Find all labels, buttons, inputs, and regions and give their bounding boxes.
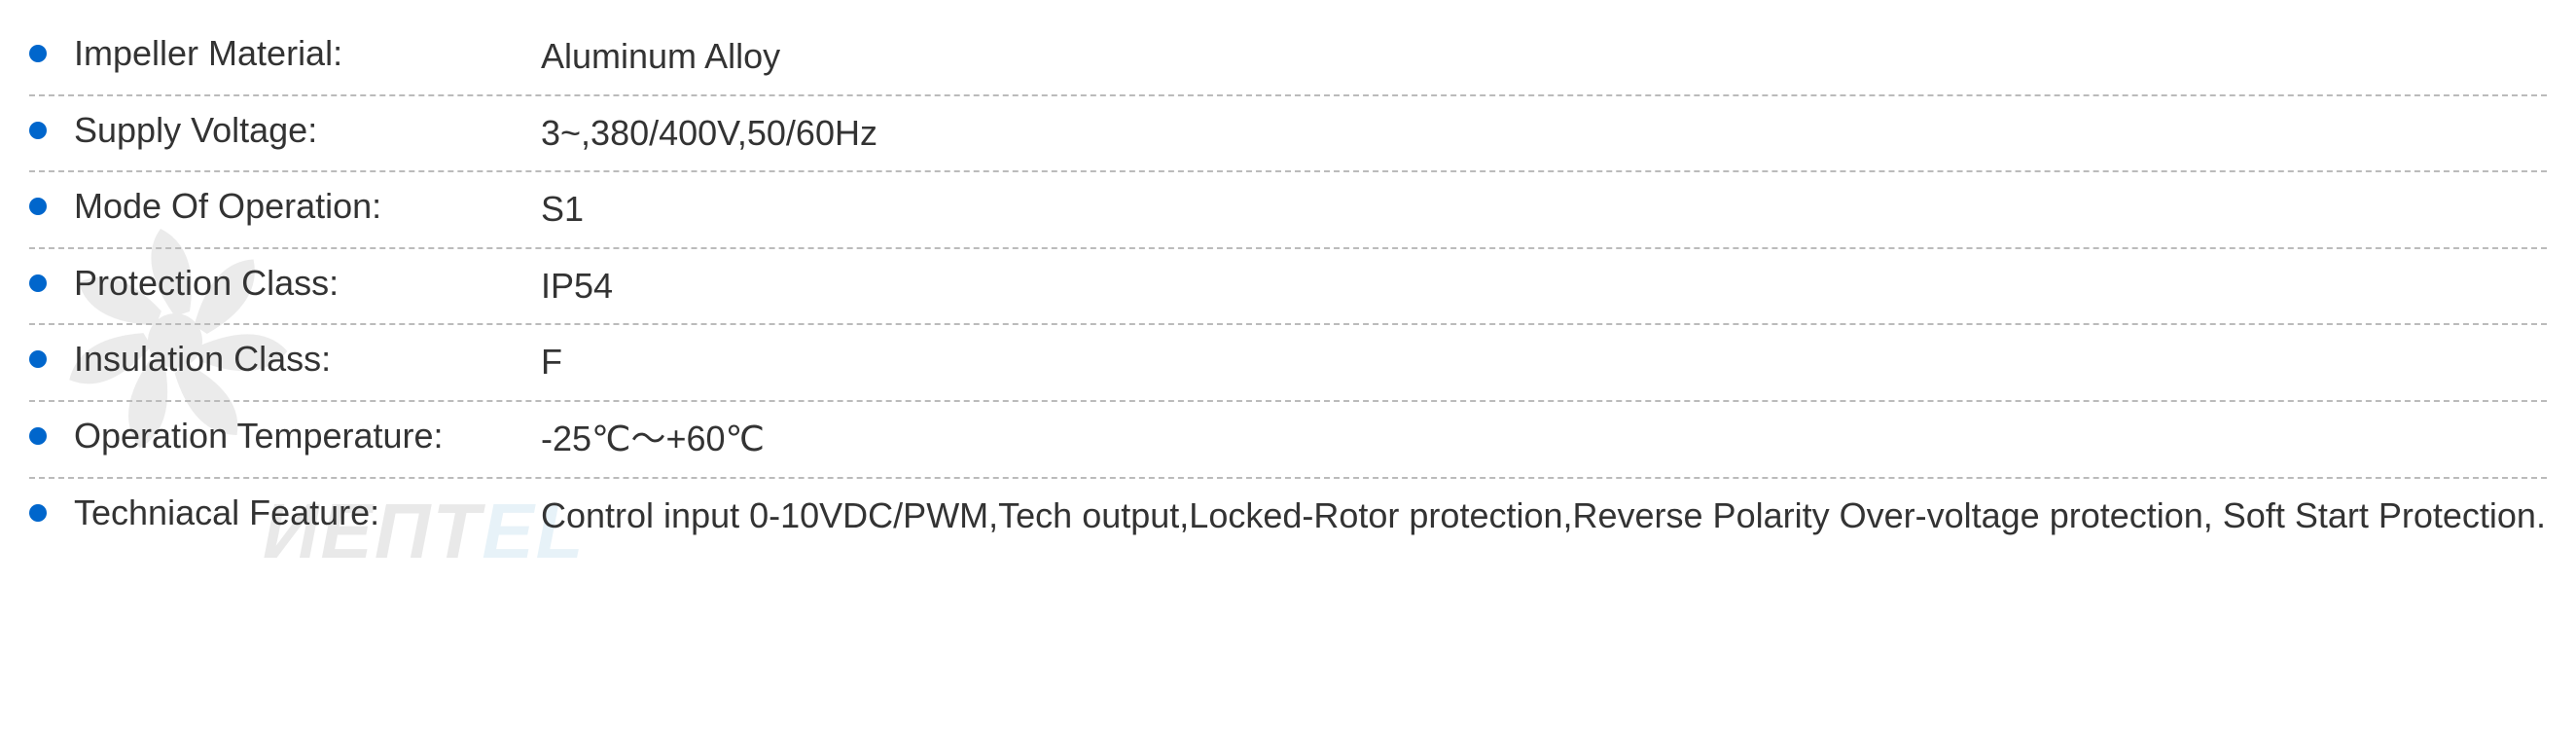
bullet-icon: [29, 122, 47, 139]
spec-list: Impeller Material: Aluminum Alloy Supply…: [29, 19, 2547, 553]
bullet-icon: [29, 427, 47, 445]
spec-row: Supply Voltage: 3~,380/400V,50/60Hz: [29, 96, 2547, 173]
spec-label: Techniacal Feature:: [74, 493, 541, 533]
spec-label: Operation Temperature:: [74, 416, 541, 456]
spec-row: Mode Of Operation: S1: [29, 172, 2547, 249]
spec-label: Mode Of Operation:: [74, 186, 541, 227]
spec-value: Aluminum Alloy: [541, 33, 2547, 81]
spec-value: Control input 0-10VDC/PWM,Tech output,Lo…: [541, 493, 2547, 540]
spec-label: Impeller Material:: [74, 33, 541, 74]
spec-label: Insulation Class:: [74, 339, 541, 380]
spec-value: 3~,380/400V,50/60Hz: [541, 110, 2547, 158]
spec-row: Operation Temperature: -25℃～+60℃: [29, 402, 2547, 479]
spec-row: Insulation Class: F: [29, 325, 2547, 402]
bullet-icon: [29, 504, 47, 522]
bullet-icon: [29, 45, 47, 62]
spec-label: Supply Voltage:: [74, 110, 541, 151]
spec-value: F: [541, 339, 2547, 386]
spec-value: -25℃～+60℃: [541, 416, 2547, 463]
spec-row: Impeller Material: Aluminum Alloy: [29, 19, 2547, 96]
bullet-icon: [29, 350, 47, 368]
spec-value: IP54: [541, 263, 2547, 310]
spec-value: S1: [541, 186, 2547, 234]
bullet-icon: [29, 274, 47, 292]
bullet-icon: [29, 198, 47, 215]
spec-row: Protection Class: IP54: [29, 249, 2547, 326]
spec-label: Protection Class:: [74, 263, 541, 304]
spec-row: Techniacal Feature: Control input 0-10VD…: [29, 479, 2547, 554]
